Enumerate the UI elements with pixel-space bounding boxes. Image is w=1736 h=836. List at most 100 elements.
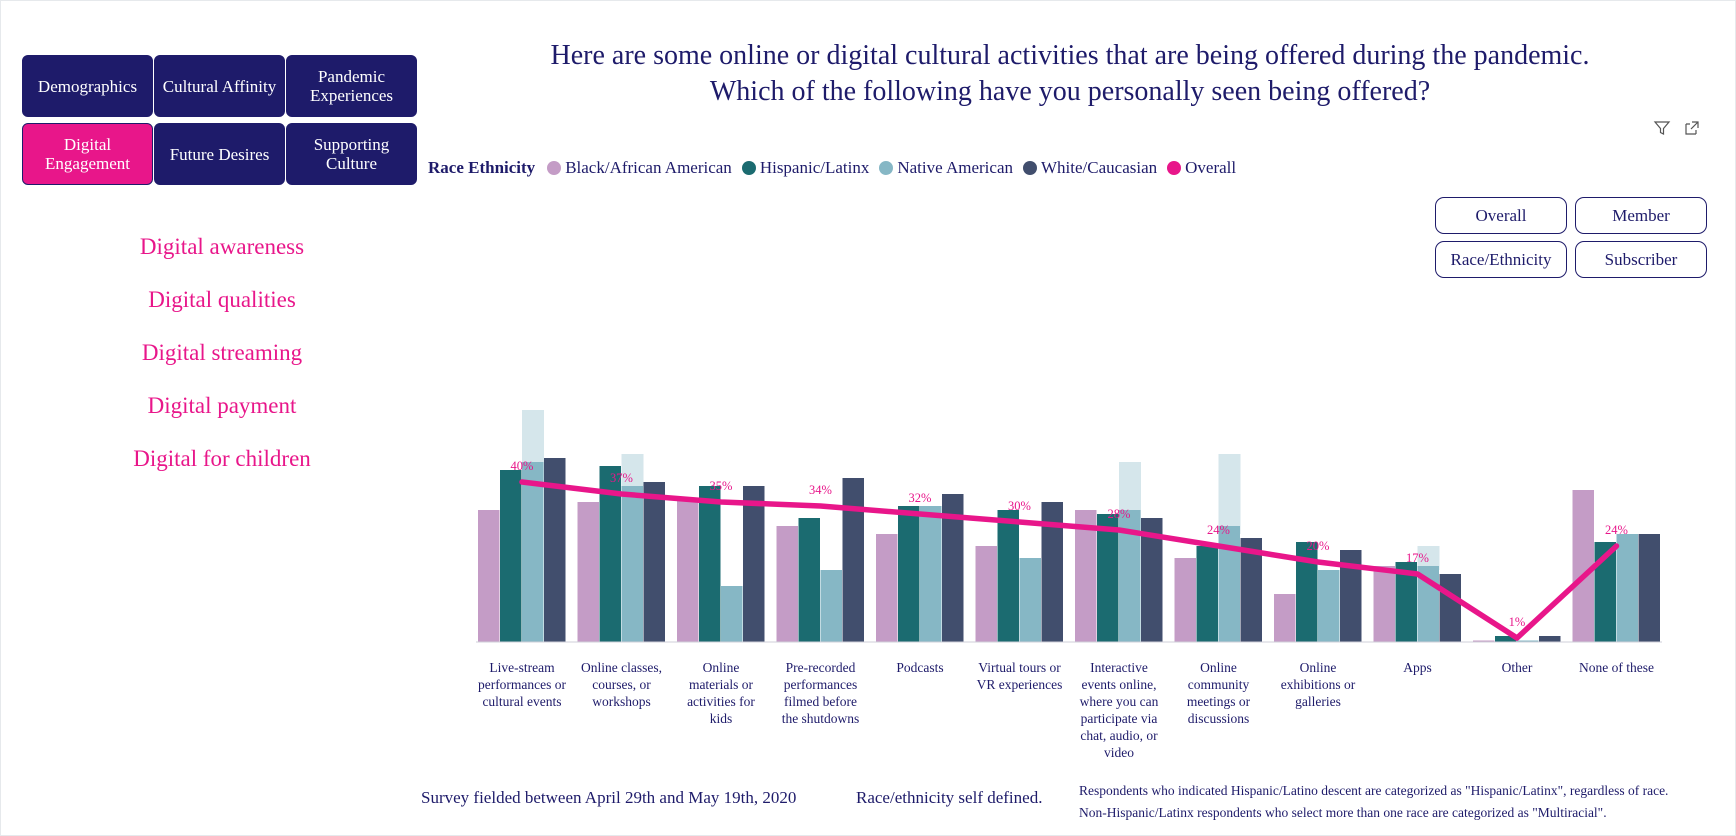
bar-hispanic-latinx[interactable] [599,466,622,642]
bar-hispanic-latinx[interactable] [1495,636,1517,642]
bar-black-african-american[interactable] [1174,558,1197,642]
bar-black-african-american[interactable] [876,534,898,642]
category-label: None of these [1579,660,1654,675]
overall-value-label: 24% [1207,523,1230,537]
bar-hispanic-latinx[interactable] [898,506,920,642]
categorization-note-2: Non-Hispanic/Latinx respondents who sele… [1079,805,1607,820]
bar-white-caucasian[interactable] [1340,550,1362,642]
overall-value-label: 17% [1406,551,1429,565]
bar-hispanic-latinx[interactable] [1296,542,1318,642]
bar-white-caucasian[interactable] [1141,518,1163,642]
bar-white-caucasian[interactable] [544,458,566,642]
bar-white-caucasian[interactable] [1638,534,1661,642]
bar-black-african-american[interactable] [577,502,600,642]
subsection-links: Digital awareness Digital qualities Digi… [22,228,422,493]
link-digital-payment[interactable]: Digital payment [147,393,297,418]
subscriber-button[interactable]: Subscriber [1575,241,1707,278]
bar-white-caucasian[interactable] [1240,538,1263,642]
category-label: Other [1502,660,1533,675]
bar-white-caucasian[interactable] [842,478,865,642]
bar-black-african-american[interactable] [776,526,799,642]
bar-black-african-american[interactable] [1075,510,1097,642]
bar-white-caucasian[interactable] [1041,502,1064,642]
bar-native-american[interactable] [1218,526,1241,642]
bar-native-american[interactable] [820,570,843,642]
nav-digital-engagement-button[interactable]: Digital Engagement [22,123,153,185]
link-digital-streaming[interactable]: Digital streaming [141,340,303,365]
legend-dot [879,161,894,175]
link-digital-qualities[interactable]: Digital qualities [148,287,296,312]
bar-chart: 40% 37% 35% 34% 32% 30% 28% 24% 20% 17% 1% 24% Live-… [476,410,1662,760]
race-ethnicity-button[interactable]: Race/Ethnicity [1435,241,1567,278]
categorization-notes: Respondents who indicated Hispanic/Latin… [1079,780,1668,824]
legend-item-overall[interactable]: Overall [1167,158,1236,178]
nav-cultural-affinity-button[interactable]: Cultural Affinity [154,55,285,117]
bar-native-american[interactable] [1318,570,1340,642]
filter-icon[interactable] [1652,118,1672,138]
category-label: Apps [1403,660,1432,675]
bar-hispanic-latinx[interactable] [500,470,522,642]
bar-hispanic-latinx[interactable] [1395,562,1418,642]
chart-legend: Race Ethnicity Black/African American Hi… [428,156,1246,180]
nav-pandemic-experiences-button[interactable]: Pandemic Experiences [286,55,417,117]
member-button[interactable]: Member [1575,197,1707,234]
legend-title: Race Ethnicity [428,158,536,177]
bar-white-caucasian[interactable] [942,494,964,642]
bar-native-american[interactable] [1119,510,1141,642]
bar-native-american[interactable] [920,506,942,642]
bar-black-african-american[interactable] [1572,490,1595,642]
legend-label: White/Caucasian [1041,158,1158,177]
bar-white-caucasian[interactable] [643,482,666,642]
overall-value-label: 35% [710,479,733,493]
category-label: Podcasts [896,660,943,675]
overall-value-label: 1% [1509,615,1526,629]
visual-toolbar [1652,118,1706,142]
nav-demographics-button[interactable]: Demographics [22,55,153,117]
bar-native-american[interactable] [522,462,544,642]
bar-black-african-american[interactable] [478,510,500,642]
nav-supporting-culture-button[interactable]: Supporting Culture [286,123,417,185]
overall-value-label: 34% [809,483,832,497]
bar-native-american[interactable] [721,586,743,642]
expand-icon[interactable] [1682,118,1702,138]
bar-black-african-american[interactable] [1274,594,1296,642]
category-label: Online exhibitions or galleries [1281,660,1356,709]
legend-item-native[interactable]: Native American [879,158,1013,178]
legend-label: Overall [1185,158,1237,177]
section-nav: Demographics Cultural Affinity Pandemic … [22,55,417,185]
legend-item-white[interactable]: White/Caucasian [1023,158,1157,178]
bar-hispanic-latinx[interactable] [1196,546,1219,642]
nav-future-desires-button[interactable]: Future Desires [154,123,285,185]
range-box [1417,546,1440,570]
legend-dot [547,161,562,175]
bar-black-african-american[interactable] [975,546,998,642]
legend-label: Hispanic/Latinx [759,158,870,177]
overall-button[interactable]: Overall [1435,197,1567,234]
bar-hispanic-latinx[interactable] [997,510,1020,642]
legend-label: Native American [897,158,1013,177]
link-digital-awareness[interactable]: Digital awareness [139,234,305,259]
legend-item-hispanic[interactable]: Hispanic/Latinx [741,158,870,178]
link-digital-for-children[interactable]: Digital for children [133,446,311,471]
bar-native-american[interactable] [1616,534,1639,642]
bar-white-caucasian[interactable] [1439,574,1462,642]
bar-white-caucasian[interactable] [743,486,765,642]
bar-hispanic-latinx[interactable] [1097,514,1119,642]
bar-hispanic-latinx[interactable] [798,518,821,642]
legend-dot [1023,161,1037,175]
bar-hispanic-latinx[interactable] [699,486,721,642]
race-defined-note: Race/ethnicity self defined. [856,788,1043,807]
category-label: Virtual tours or VR experiences [977,660,1063,692]
legend-item-black[interactable]: Black/African American [547,158,732,178]
bar-native-american[interactable] [1019,558,1042,642]
bar-hispanic-latinx[interactable] [1594,542,1617,642]
bar-black-african-american[interactable] [1373,566,1396,642]
category-label: Pre-recorded performances filmed before the… [782,660,860,726]
title-line-1: Here are some online or digital cultural… [550,40,1590,71]
bar-native-american[interactable] [621,486,644,642]
category-label: Online materials or activities for kids [687,660,755,726]
bar-native-american[interactable] [1517,640,1539,643]
bar-black-african-american[interactable] [677,498,699,642]
bar-black-african-american[interactable] [1473,640,1495,643]
bar-white-caucasian[interactable] [1539,636,1561,642]
